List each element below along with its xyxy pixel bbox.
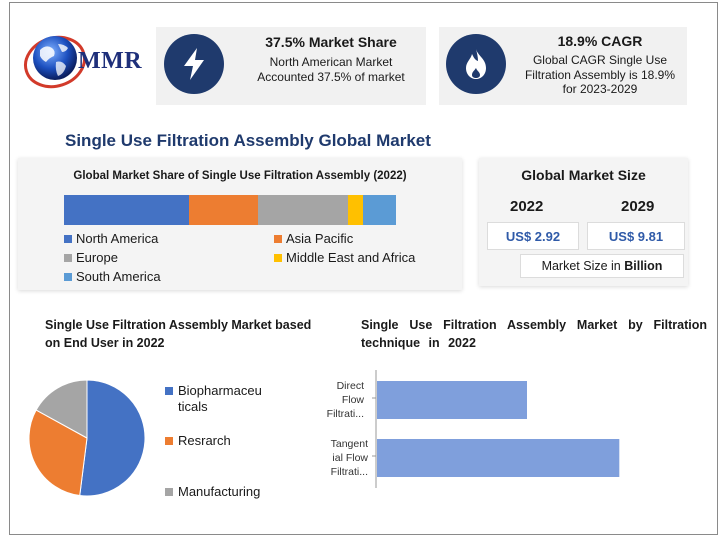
category-label-line: Filtrati...	[330, 466, 368, 478]
bar-direct-flow-filtration	[377, 381, 527, 419]
legend-label: North America	[76, 231, 159, 246]
legend-label: Asia Pacific	[286, 231, 354, 246]
legend-swatch	[165, 387, 173, 395]
filtration-chart-title: Single Use Filtration Assembly Market by…	[361, 318, 707, 350]
pie-slice-research	[28, 409, 88, 497]
stat-card-market-share: 37.5% Market Share North American Market…	[156, 27, 426, 105]
chart-title: Global Market Share of Single Use Filtra…	[73, 170, 407, 182]
end-user-chart-title: Single Use Filtration Assembly Market ba…	[45, 318, 312, 350]
legend-label: Europe	[76, 250, 118, 265]
segment-middle-east-africa	[347, 195, 363, 225]
unit-bold: Billion	[624, 259, 663, 273]
pie-legend-manufacturing: Manufacturing	[165, 484, 260, 500]
category-label-line: Filtrati...	[326, 408, 364, 420]
market-size-unit: Market Size in Billion	[520, 254, 684, 278]
market-share-panel: Global Market Share of Single Use Filtra…	[18, 158, 462, 290]
value-2022: US$ 2.92	[487, 222, 579, 250]
segment-south-america	[362, 195, 396, 225]
market-share-description: North American Market Accounted 37.5% of…	[257, 55, 405, 84]
legend-swatch	[165, 437, 173, 445]
legend-swatch	[64, 272, 72, 281]
legend-swatch	[274, 253, 282, 262]
market-size-title: Global Market Size	[521, 167, 646, 183]
legend-middle-east-africa: Middle East and Africa	[274, 250, 415, 265]
legend-europe: Europe	[64, 250, 118, 265]
globe-icon	[24, 35, 86, 89]
legend-north-america: North America	[64, 231, 158, 246]
category-label-tangential-flow: Tangent ial Flow Filtrati...	[300, 437, 368, 479]
main-title: Single Use Filtration Assembly Global Ma…	[65, 131, 431, 150]
legend-label: South America	[76, 269, 161, 284]
pie-legend-research: Resrarch	[165, 433, 231, 449]
year-2029: 2029	[621, 198, 655, 215]
market-size-panel: Global Market Size 2022 2029 US$ 2.92 US…	[479, 158, 688, 286]
legend-swatch	[64, 234, 72, 243]
logo-text: MMR	[78, 48, 143, 74]
segment-asia-pacific	[188, 195, 259, 225]
stat-card-cagr: 18.9% CAGR Global CAGR Single Use Filtra…	[439, 27, 687, 105]
cagr-title: 18.9% CAGR	[557, 33, 643, 49]
flame-icon	[446, 34, 506, 94]
value-2029: US$ 9.81	[587, 222, 685, 250]
market-share-title: 37.5% Market Share	[265, 34, 397, 50]
mmr-logo: MMR	[22, 26, 152, 94]
legend-swatch	[165, 488, 173, 496]
legend-label: Middle East and Africa	[286, 250, 416, 265]
unit-prefix: Market Size in	[541, 259, 625, 273]
pie-slice-manufacturing	[35, 379, 88, 439]
stacked-bar	[64, 195, 396, 225]
pie-legend-label: Resrarch	[178, 433, 231, 448]
category-label-line: Tangent	[330, 438, 368, 450]
category-label-line: Flow	[341, 394, 364, 406]
bar-tangential-flow-filtration	[377, 439, 620, 477]
segment-north-america	[64, 195, 189, 225]
category-label-line: Direct	[336, 380, 364, 392]
year-2022: 2022	[510, 198, 544, 215]
pie-legend-label: Manufacturing	[178, 484, 261, 499]
pie-slice-biopharmaceuticals	[79, 379, 146, 497]
cagr-description: Global CAGR Single Use Filtration Assemb…	[524, 53, 676, 96]
legend-south-america: South America	[64, 269, 161, 284]
legend-asia-pacific: Asia Pacific	[274, 231, 353, 246]
pie-legend-label-line1: Biopharmaceu	[178, 383, 262, 398]
category-label-direct-flow: Direct Flow Filtrati...	[300, 379, 364, 421]
segment-europe	[258, 195, 348, 225]
filtration-bar-chart	[372, 370, 620, 488]
pie-legend-label-line2: ticals	[178, 399, 208, 414]
legend-swatch	[274, 234, 282, 243]
category-label-line: ial Flow	[332, 452, 368, 464]
pie-legend-biopharmaceuticals: Biopharmaceu ticals	[165, 383, 262, 415]
end-user-pie-chart	[28, 379, 146, 497]
lightning-bolt-icon	[164, 34, 224, 94]
legend-swatch	[64, 253, 72, 262]
